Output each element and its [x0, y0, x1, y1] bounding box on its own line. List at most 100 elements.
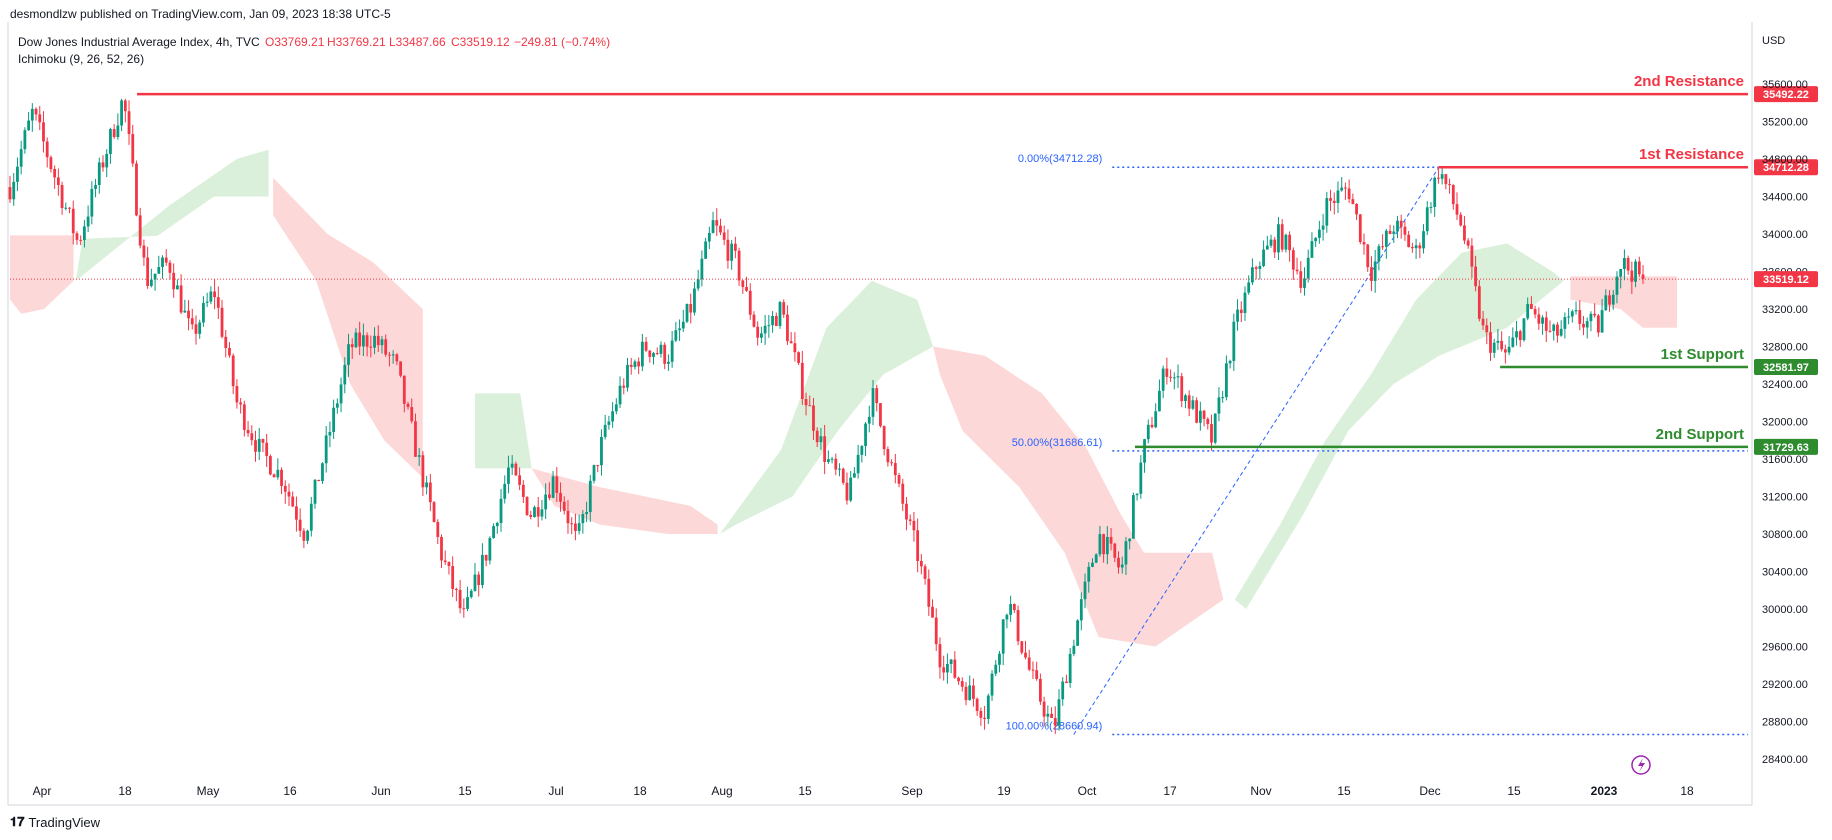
candle-down [358, 332, 362, 347]
candle-down [1548, 330, 1552, 332]
candle-up [1340, 187, 1344, 191]
candle-down [1544, 317, 1548, 331]
candle-up [86, 216, 90, 227]
candle-down [1027, 657, 1031, 670]
x-tick-label: 15 [1337, 784, 1351, 798]
candle-down [637, 361, 641, 367]
candle-down [1042, 701, 1046, 717]
candle-down [1291, 250, 1295, 270]
candle-up [209, 291, 213, 302]
candle-up [760, 333, 763, 338]
candle-up [1001, 619, 1005, 654]
candle-down [782, 302, 786, 315]
y-tick-label: 31600.00 [1762, 454, 1808, 466]
candle-down [975, 698, 979, 711]
candle-down [841, 468, 845, 483]
candle-down [272, 474, 276, 478]
candle-up [1425, 207, 1429, 232]
candle-up [678, 328, 681, 331]
candle-up [577, 523, 581, 531]
candle-down [908, 519, 912, 521]
x-tick-label: 16 [283, 784, 297, 798]
cloud-segment-bull [475, 393, 532, 469]
tradingview-footer[interactable]: 𝟏𝟕 TradingView [10, 814, 100, 830]
ohlc-change: −249.81 (−0.74%) [514, 35, 610, 49]
candle-up [1619, 268, 1623, 277]
price-axis[interactable]: 28400.00 28800.00 29200.00 29600.00 30000.00… [1754, 79, 1818, 766]
candle-up [1492, 342, 1496, 353]
candle-down [726, 239, 730, 261]
candle-down [808, 405, 812, 407]
candle-up [1600, 310, 1604, 333]
candle-down [1459, 214, 1463, 226]
candle-down [1180, 376, 1184, 402]
x-tick-label: Dec [1419, 784, 1440, 798]
candle-up [90, 188, 94, 217]
candle-down [1381, 246, 1385, 248]
candle-down [1355, 203, 1358, 215]
candle-down [421, 455, 425, 488]
candle-down [1410, 247, 1414, 249]
y-tick-label: 29200.00 [1762, 679, 1808, 691]
candle-down [60, 185, 64, 208]
indicator-label[interactable]: Ichimoku (9, 26, 52, 26) [18, 52, 144, 66]
candle-down [789, 341, 793, 344]
candle-up [332, 407, 336, 432]
candle-up [1191, 400, 1195, 409]
candle-down [451, 566, 455, 589]
candle-down [1418, 245, 1422, 249]
ohlc-high: H33769.21 [327, 35, 386, 49]
candle-down [1038, 678, 1042, 702]
candle-up [1221, 397, 1225, 399]
candle-up [1433, 177, 1437, 207]
candle-down [1578, 310, 1582, 324]
candle-down [235, 386, 239, 403]
candle-up [1414, 245, 1418, 249]
x-tick-label: 19 [997, 784, 1011, 798]
candle-up [730, 243, 734, 261]
candle-up [667, 361, 670, 364]
candle-up [1228, 360, 1232, 364]
candle-down [194, 324, 198, 334]
support-resistance-levels[interactable]: 2nd Resistance 35492.22 1st Resistance 3471… [137, 73, 1818, 455]
candle-up [1552, 324, 1556, 331]
cloud-segment-bear [10, 235, 74, 314]
candle-down [1329, 198, 1332, 201]
candle-down [875, 388, 879, 404]
symbol-title[interactable]: Dow Jones Industrial Average Index, 4h, … [18, 35, 260, 49]
candle-up [696, 279, 700, 289]
candle-up [1541, 317, 1544, 324]
candle-up [871, 388, 875, 417]
candle-up [1172, 377, 1176, 379]
candle-down [1530, 303, 1533, 309]
time-axis[interactable]: Apr 18 May 16 Jun 15 Jul 18 Aug 15 Sep 19 Oct 17 Nov 15… [33, 784, 1694, 798]
candle-up [588, 480, 592, 513]
candle-down [436, 521, 440, 537]
candle-down [927, 578, 931, 607]
y-tick-label: 34000.00 [1762, 229, 1808, 241]
replay-lightning-icon[interactable] [1631, 755, 1651, 775]
ohlc-low: L33487.66 [389, 35, 446, 49]
candle-down [164, 257, 168, 263]
candle-down [142, 245, 146, 258]
candle-down [432, 502, 436, 522]
candle-up [1046, 713, 1050, 717]
candle-up [1325, 198, 1329, 226]
level-label-resistance: 1st Resistance [1639, 146, 1744, 163]
candle-down [179, 285, 183, 313]
candle-down [748, 290, 752, 315]
candle-up [30, 108, 34, 121]
candle-up [153, 273, 157, 280]
candle-up [998, 653, 1001, 665]
candle-up [585, 512, 588, 515]
x-tick-label: 2023 [1591, 784, 1618, 798]
candle-down [815, 430, 819, 443]
candle-down [719, 225, 722, 233]
candle-down [547, 494, 551, 498]
candle-down [1210, 424, 1213, 443]
candle-down [1366, 244, 1370, 268]
candle-up [324, 435, 328, 464]
candle-down [49, 157, 53, 169]
candle-up [600, 436, 603, 466]
